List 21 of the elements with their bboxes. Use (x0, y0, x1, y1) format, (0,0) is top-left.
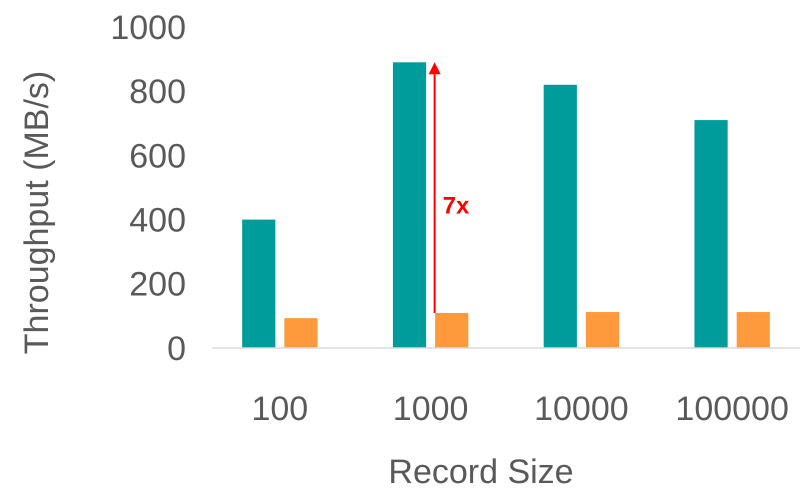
y-tick-label: 0 (167, 330, 186, 368)
x-tick-label: 100 (251, 390, 308, 428)
x-tick-label: 1000 (392, 390, 468, 428)
y-tick-label: 600 (129, 137, 186, 176)
annotation: 7x (442, 192, 470, 220)
bar (544, 84, 577, 348)
x-axis-title: Record Size (388, 453, 574, 491)
bar (435, 313, 468, 348)
y-tick-label: 1000 (110, 8, 186, 47)
bar (284, 318, 318, 348)
y-tick-label: 400 (129, 202, 186, 240)
bar (736, 312, 770, 348)
x-tick-label: 100000 (675, 390, 789, 428)
bar (242, 220, 276, 348)
bar (392, 62, 426, 348)
y-tick-label: 800 (129, 73, 186, 112)
bar (586, 312, 620, 348)
bar (694, 120, 728, 348)
y-tick-label: 200 (129, 266, 186, 304)
x-tick-label: 10000 (534, 390, 629, 428)
y-axis-title: Throughput (MB/s) (18, 70, 56, 354)
